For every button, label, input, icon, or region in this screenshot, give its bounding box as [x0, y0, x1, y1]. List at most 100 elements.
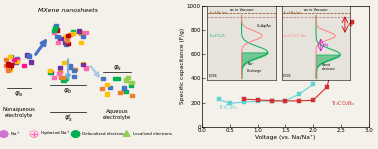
Bar: [68, 64, 72, 67]
Text: DOS: DOS: [283, 74, 291, 78]
Text: $E_f$ of Na Ion: $E_f$ of Na Ion: [283, 10, 302, 17]
Bar: [61, 78, 65, 82]
Bar: [66, 42, 70, 45]
Bar: [126, 76, 130, 79]
Bar: [6, 69, 10, 72]
Bar: [61, 76, 65, 79]
Text: Gated
electrons: Gated electrons: [322, 63, 335, 71]
Bar: [58, 37, 62, 40]
Bar: [52, 29, 56, 32]
Bar: [68, 66, 72, 69]
Text: Ti$_3$CO$_2$N$_x$: Ti$_3$CO$_2$N$_x$: [331, 99, 355, 108]
Bar: [105, 92, 109, 96]
Text: Aqueous
electrolyte: Aqueous electrolyte: [103, 109, 131, 119]
Text: $E_f$ of Ti$_3$CT$_2$Na$_x$: $E_f$ of Ti$_3$CT$_2$Na$_x$: [283, 32, 307, 40]
Bar: [71, 30, 75, 34]
Bar: [68, 33, 72, 36]
Bar: [15, 57, 19, 61]
Circle shape: [0, 131, 8, 137]
Bar: [113, 77, 117, 80]
Bar: [101, 77, 105, 80]
X-axis label: Voltage (vs. Na/Na⁺): Voltage (vs. Na/Na⁺): [255, 134, 316, 140]
Text: $E_f$ of Ti$_3$CT$_x$: $E_f$ of Ti$_3$CT$_x$: [209, 32, 228, 40]
Bar: [4, 58, 8, 61]
Bar: [56, 35, 60, 38]
Text: as in Vacuum: as in Vacuum: [230, 8, 253, 12]
Text: $\varphi_s'$: $\varphi_s'$: [64, 113, 73, 125]
Bar: [124, 78, 128, 82]
Text: as in Vacuum: as in Vacuum: [304, 8, 328, 12]
Bar: [58, 66, 62, 69]
Bar: [81, 62, 85, 65]
Bar: [22, 64, 26, 67]
Bar: [72, 69, 76, 72]
Bar: [6, 62, 10, 66]
Bar: [124, 90, 128, 93]
Polygon shape: [123, 131, 130, 136]
Bar: [118, 91, 122, 94]
Bar: [79, 41, 83, 44]
Bar: [130, 94, 134, 97]
Bar: [15, 58, 19, 61]
Bar: [29, 60, 33, 64]
Bar: [48, 69, 52, 72]
Text: Hydrated Na$^+$: Hydrated Na$^+$: [40, 130, 71, 138]
Bar: [79, 31, 84, 35]
Bar: [25, 53, 29, 56]
Bar: [129, 84, 133, 87]
Bar: [65, 38, 69, 42]
Text: $E_f$ of Na Ion: $E_f$ of Na Ion: [209, 10, 228, 17]
Bar: [71, 74, 76, 78]
Bar: [64, 42, 68, 46]
Circle shape: [30, 131, 38, 137]
Bar: [55, 28, 59, 32]
Text: Na$^+$
Discharge: Na$^+$ Discharge: [247, 61, 262, 73]
Bar: [15, 60, 19, 63]
Bar: [56, 41, 60, 44]
Bar: [62, 61, 66, 64]
Bar: [129, 81, 133, 84]
Bar: [81, 63, 85, 66]
Text: MXene nanosheets: MXene nanosheets: [38, 8, 98, 13]
Bar: [48, 71, 52, 74]
Bar: [66, 34, 70, 37]
Text: Delocalized electrons: Delocalized electrons: [82, 132, 125, 136]
Bar: [105, 83, 109, 86]
Bar: [54, 24, 58, 28]
Text: DOS: DOS: [209, 74, 217, 78]
Bar: [73, 68, 77, 71]
Bar: [100, 87, 104, 90]
Bar: [108, 86, 112, 89]
Bar: [57, 72, 61, 75]
Bar: [27, 55, 31, 58]
Text: $\Delta q$: $\Delta q$: [323, 41, 330, 49]
Bar: [58, 70, 62, 73]
Bar: [81, 35, 85, 38]
Y-axis label: Specific capacitance (F/g): Specific capacitance (F/g): [180, 28, 186, 104]
Bar: [77, 29, 81, 32]
Text: C=Δφ/Δσ: C=Δφ/Δσ: [257, 24, 271, 28]
Bar: [84, 66, 88, 70]
Text: $\varphi_a$: $\varphi_a$: [14, 89, 23, 99]
Bar: [7, 66, 11, 69]
Text: $\varphi_s$: $\varphi_s$: [113, 64, 122, 73]
Bar: [122, 86, 126, 90]
Bar: [8, 55, 12, 58]
Circle shape: [71, 131, 80, 137]
Text: Nonaqueous
electrolyte: Nonaqueous electrolyte: [3, 107, 35, 118]
Bar: [49, 71, 53, 74]
Text: $\Delta\varphi$: $\Delta\varphi$: [347, 21, 355, 29]
Bar: [9, 63, 13, 67]
Bar: [121, 90, 125, 93]
Bar: [14, 60, 18, 64]
Bar: [116, 77, 120, 80]
Bar: [52, 31, 56, 34]
Bar: [4, 64, 8, 67]
Bar: [63, 35, 67, 38]
Bar: [63, 41, 67, 44]
Text: Ti$_3$C$_2$N$_x$: Ti$_3$C$_2$N$_x$: [218, 103, 238, 112]
Text: $\varphi_b$: $\varphi_b$: [63, 86, 73, 96]
Bar: [8, 68, 12, 71]
Bar: [59, 76, 63, 79]
Bar: [52, 76, 56, 79]
